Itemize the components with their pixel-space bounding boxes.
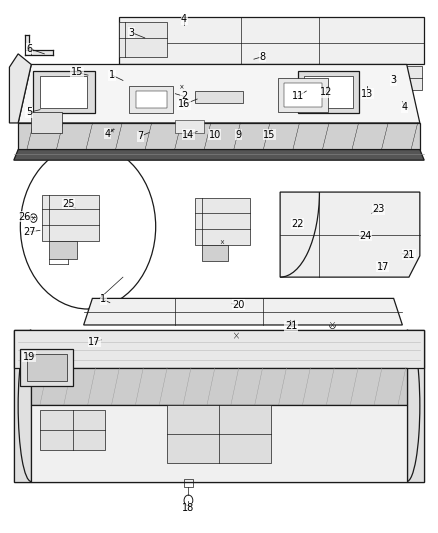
Polygon shape: [14, 330, 424, 482]
Polygon shape: [14, 330, 31, 482]
Polygon shape: [278, 78, 328, 112]
Polygon shape: [201, 245, 228, 261]
Polygon shape: [407, 330, 424, 482]
Polygon shape: [42, 195, 99, 241]
Polygon shape: [31, 368, 407, 405]
Polygon shape: [84, 298, 403, 325]
Polygon shape: [119, 17, 424, 64]
Text: 4: 4: [181, 14, 187, 25]
Text: 26: 26: [18, 212, 31, 222]
Text: 16: 16: [178, 99, 190, 109]
Text: 15: 15: [263, 130, 276, 140]
Text: 8: 8: [260, 52, 266, 61]
Text: 5: 5: [26, 107, 32, 117]
Text: 23: 23: [372, 204, 385, 214]
Text: 2: 2: [181, 91, 187, 101]
Polygon shape: [31, 405, 407, 482]
Polygon shape: [195, 198, 250, 245]
Polygon shape: [40, 410, 106, 450]
Polygon shape: [10, 54, 31, 123]
Polygon shape: [14, 150, 424, 160]
Text: 10: 10: [208, 130, 221, 140]
Text: 14: 14: [182, 130, 194, 140]
Polygon shape: [33, 71, 95, 114]
Text: 1: 1: [100, 294, 106, 304]
Text: 7: 7: [137, 131, 144, 141]
Polygon shape: [285, 83, 321, 107]
Text: 15: 15: [71, 68, 83, 77]
Polygon shape: [14, 330, 424, 368]
Polygon shape: [130, 86, 173, 114]
Polygon shape: [166, 405, 272, 463]
Text: 17: 17: [88, 337, 101, 347]
Polygon shape: [31, 112, 62, 133]
Text: 24: 24: [359, 231, 371, 241]
Polygon shape: [136, 91, 167, 108]
Text: 9: 9: [236, 130, 242, 140]
Polygon shape: [304, 76, 353, 108]
Text: 21: 21: [403, 250, 415, 260]
Polygon shape: [119, 22, 166, 56]
Polygon shape: [25, 50, 53, 55]
Text: 22: 22: [291, 219, 304, 229]
Text: 17: 17: [377, 262, 389, 271]
Text: 27: 27: [23, 227, 35, 237]
Text: 18: 18: [182, 503, 194, 513]
Text: 12: 12: [320, 87, 332, 97]
Text: 11: 11: [291, 91, 304, 101]
Polygon shape: [40, 76, 87, 108]
Polygon shape: [27, 354, 67, 381]
Polygon shape: [195, 91, 243, 103]
Text: 25: 25: [62, 199, 74, 209]
Polygon shape: [383, 66, 422, 90]
Polygon shape: [175, 120, 204, 133]
Polygon shape: [297, 71, 359, 114]
Polygon shape: [49, 241, 77, 259]
Text: 6: 6: [26, 44, 32, 53]
Text: 21: 21: [285, 321, 297, 331]
Polygon shape: [25, 35, 29, 50]
Polygon shape: [20, 349, 73, 386]
Text: 4: 4: [402, 102, 408, 112]
Text: 3: 3: [129, 28, 135, 38]
Text: 13: 13: [361, 88, 374, 99]
Polygon shape: [18, 64, 420, 123]
Polygon shape: [280, 192, 420, 277]
Text: 20: 20: [233, 300, 245, 310]
Text: 1: 1: [109, 70, 115, 80]
Text: 19: 19: [23, 352, 35, 362]
Polygon shape: [18, 123, 420, 150]
Text: 4: 4: [105, 128, 111, 139]
Text: 3: 3: [391, 76, 397, 85]
